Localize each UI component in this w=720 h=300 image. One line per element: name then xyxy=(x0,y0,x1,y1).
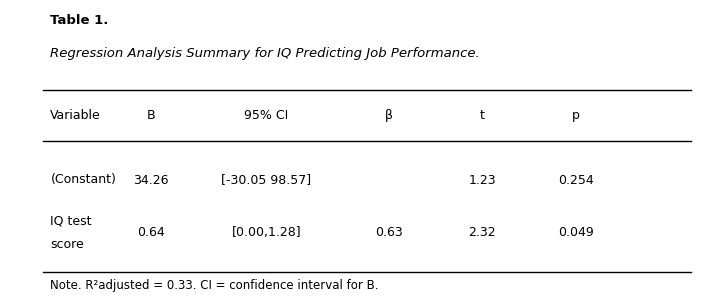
Text: score: score xyxy=(50,238,84,251)
Text: t: t xyxy=(480,109,485,122)
Text: 0.049: 0.049 xyxy=(558,226,594,239)
Text: IQ test: IQ test xyxy=(50,214,92,227)
Text: p: p xyxy=(572,109,580,122)
Text: β: β xyxy=(384,109,393,122)
Text: Note. R²adjusted = 0.33. CI = confidence interval for B.: Note. R²adjusted = 0.33. CI = confidence… xyxy=(50,280,379,292)
Text: Table 1.: Table 1. xyxy=(50,14,109,26)
Text: Regression Analysis Summary for IQ Predicting Job Performance.: Regression Analysis Summary for IQ Predi… xyxy=(50,46,480,59)
Text: [-30.05 98.57]: [-30.05 98.57] xyxy=(221,173,312,187)
Text: 0.254: 0.254 xyxy=(558,173,594,187)
Text: 0.64: 0.64 xyxy=(138,226,165,239)
Text: Variable: Variable xyxy=(50,109,101,122)
Text: 1.23: 1.23 xyxy=(469,173,496,187)
Text: 0.63: 0.63 xyxy=(375,226,402,239)
Text: 34.26: 34.26 xyxy=(133,173,169,187)
Text: 2.32: 2.32 xyxy=(469,226,496,239)
Text: B: B xyxy=(147,109,156,122)
Text: (Constant): (Constant) xyxy=(50,173,116,187)
Text: [0.00,1.28]: [0.00,1.28] xyxy=(232,226,301,239)
Text: 95% CI: 95% CI xyxy=(244,109,289,122)
